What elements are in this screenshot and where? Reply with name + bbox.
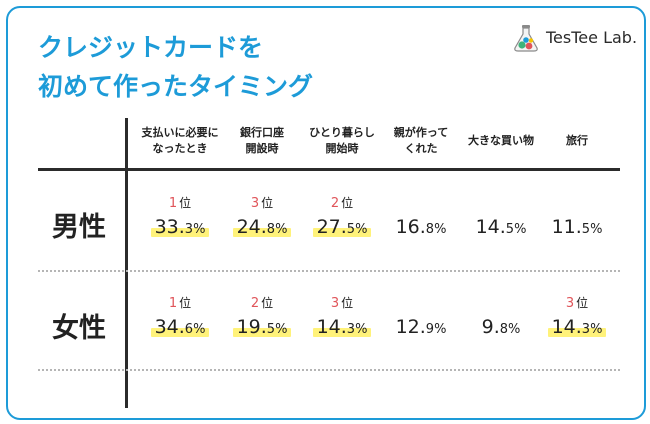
rank-highlight — [313, 328, 371, 337]
value-decimal: 8% — [499, 322, 521, 337]
value-label: 19.5% — [223, 316, 301, 338]
column-header: 支払いに必要に なったとき — [141, 125, 219, 157]
value-decimal: 5% — [346, 222, 368, 237]
column-header-line: ひとり暮らし — [309, 126, 375, 139]
rank-highlight — [151, 328, 209, 337]
column-header: 親が作って くれた — [382, 125, 460, 157]
row-label: 女性 — [52, 313, 106, 344]
value-integer: 11. — [551, 216, 582, 238]
value-decimal: 6% — [184, 322, 206, 337]
rank-suffix: 位 — [179, 296, 192, 310]
value-integer: 33. — [154, 216, 185, 238]
value-decimal: 3% — [184, 222, 206, 237]
rank-highlight — [313, 228, 371, 237]
value-integer: 12. — [395, 316, 426, 338]
value-decimal: 9% — [425, 322, 447, 337]
value-decimal: 3% — [346, 322, 368, 337]
rank-suffix: 位 — [576, 296, 589, 310]
value-label: 27.5% — [303, 216, 381, 238]
rank-suffix: 位 — [341, 296, 354, 310]
value-integer: 27. — [316, 216, 347, 238]
rank-number: 3 — [565, 296, 575, 311]
column-header-line: 支払いに必要に — [141, 126, 219, 139]
column-header-line: 開始時 — [325, 142, 359, 155]
rank-suffix: 位 — [179, 196, 192, 210]
value-integer: 14. — [551, 316, 582, 338]
value-label: 12.9% — [382, 316, 460, 338]
row-separator — [38, 369, 620, 371]
title-line-1: クレジットカードを — [38, 33, 264, 62]
column-header: 旅行 — [538, 133, 616, 149]
card-frame — [6, 6, 646, 420]
value-label: 11.5% — [538, 216, 616, 238]
column-header-line: 親が作って — [393, 126, 449, 139]
value-label: 14.3% — [303, 316, 381, 338]
value-integer: 34. — [154, 316, 185, 338]
value-decimal: 3% — [581, 322, 603, 337]
value-label: 34.6% — [141, 316, 219, 338]
column-header-line: なったとき — [152, 142, 208, 155]
rank-suffix: 位 — [341, 196, 354, 210]
value-label: 33.3% — [141, 216, 219, 238]
value-integer: 9. — [481, 316, 500, 338]
rank-number: 3 — [330, 296, 340, 311]
title-line-2: 初めて作ったタイミング — [38, 72, 314, 101]
table-vertical-divider — [125, 118, 128, 408]
chart-title: クレジットカードを 初めて作ったタイミング — [38, 28, 313, 106]
rank-number: 1 — [168, 296, 178, 311]
column-header: ひとり暮らし 開始時 — [303, 125, 381, 157]
value-decimal: 5% — [505, 222, 527, 237]
flask-logo-icon — [514, 25, 538, 52]
rank-suffix: 位 — [261, 196, 274, 210]
value-integer: 16. — [395, 216, 426, 238]
rank-highlight — [151, 228, 209, 237]
value-label: 14.3% — [538, 316, 616, 338]
value-integer: 24. — [236, 216, 267, 238]
rank-number: 1 — [168, 196, 178, 211]
rank-number: 2 — [250, 296, 260, 311]
rank-highlight — [548, 328, 606, 337]
logo-wordmark: TesTee Lab. — [546, 28, 638, 47]
value-integer: 19. — [236, 316, 267, 338]
column-header: 大きな買い物 — [462, 133, 540, 149]
value-integer: 14. — [475, 216, 506, 238]
rank-highlight — [233, 328, 291, 337]
value-label: 24.8% — [223, 216, 301, 238]
value-decimal: 5% — [581, 222, 603, 237]
rank-number: 2 — [330, 196, 340, 211]
column-header-line: 大きな買い物 — [468, 134, 534, 147]
value-label: 14.5% — [462, 216, 540, 238]
rank-number: 3 — [250, 196, 260, 211]
rank-suffix: 位 — [261, 296, 274, 310]
table-header-divider — [38, 168, 620, 171]
value-label: 9.8% — [462, 316, 540, 338]
column-header-line: 開設時 — [245, 142, 279, 155]
column-header: 銀行口座 開設時 — [223, 125, 301, 157]
column-header-line: くれた — [404, 142, 438, 155]
value-integer: 14. — [316, 316, 347, 338]
value-decimal: 8% — [266, 222, 288, 237]
value-decimal: 8% — [425, 222, 447, 237]
row-separator — [38, 270, 620, 272]
column-header-line: 銀行口座 — [240, 126, 284, 139]
value-decimal: 5% — [266, 322, 288, 337]
column-header-line: 旅行 — [566, 134, 588, 147]
rank-highlight — [233, 228, 291, 237]
row-label: 男性 — [52, 212, 106, 243]
value-label: 16.8% — [382, 216, 460, 238]
